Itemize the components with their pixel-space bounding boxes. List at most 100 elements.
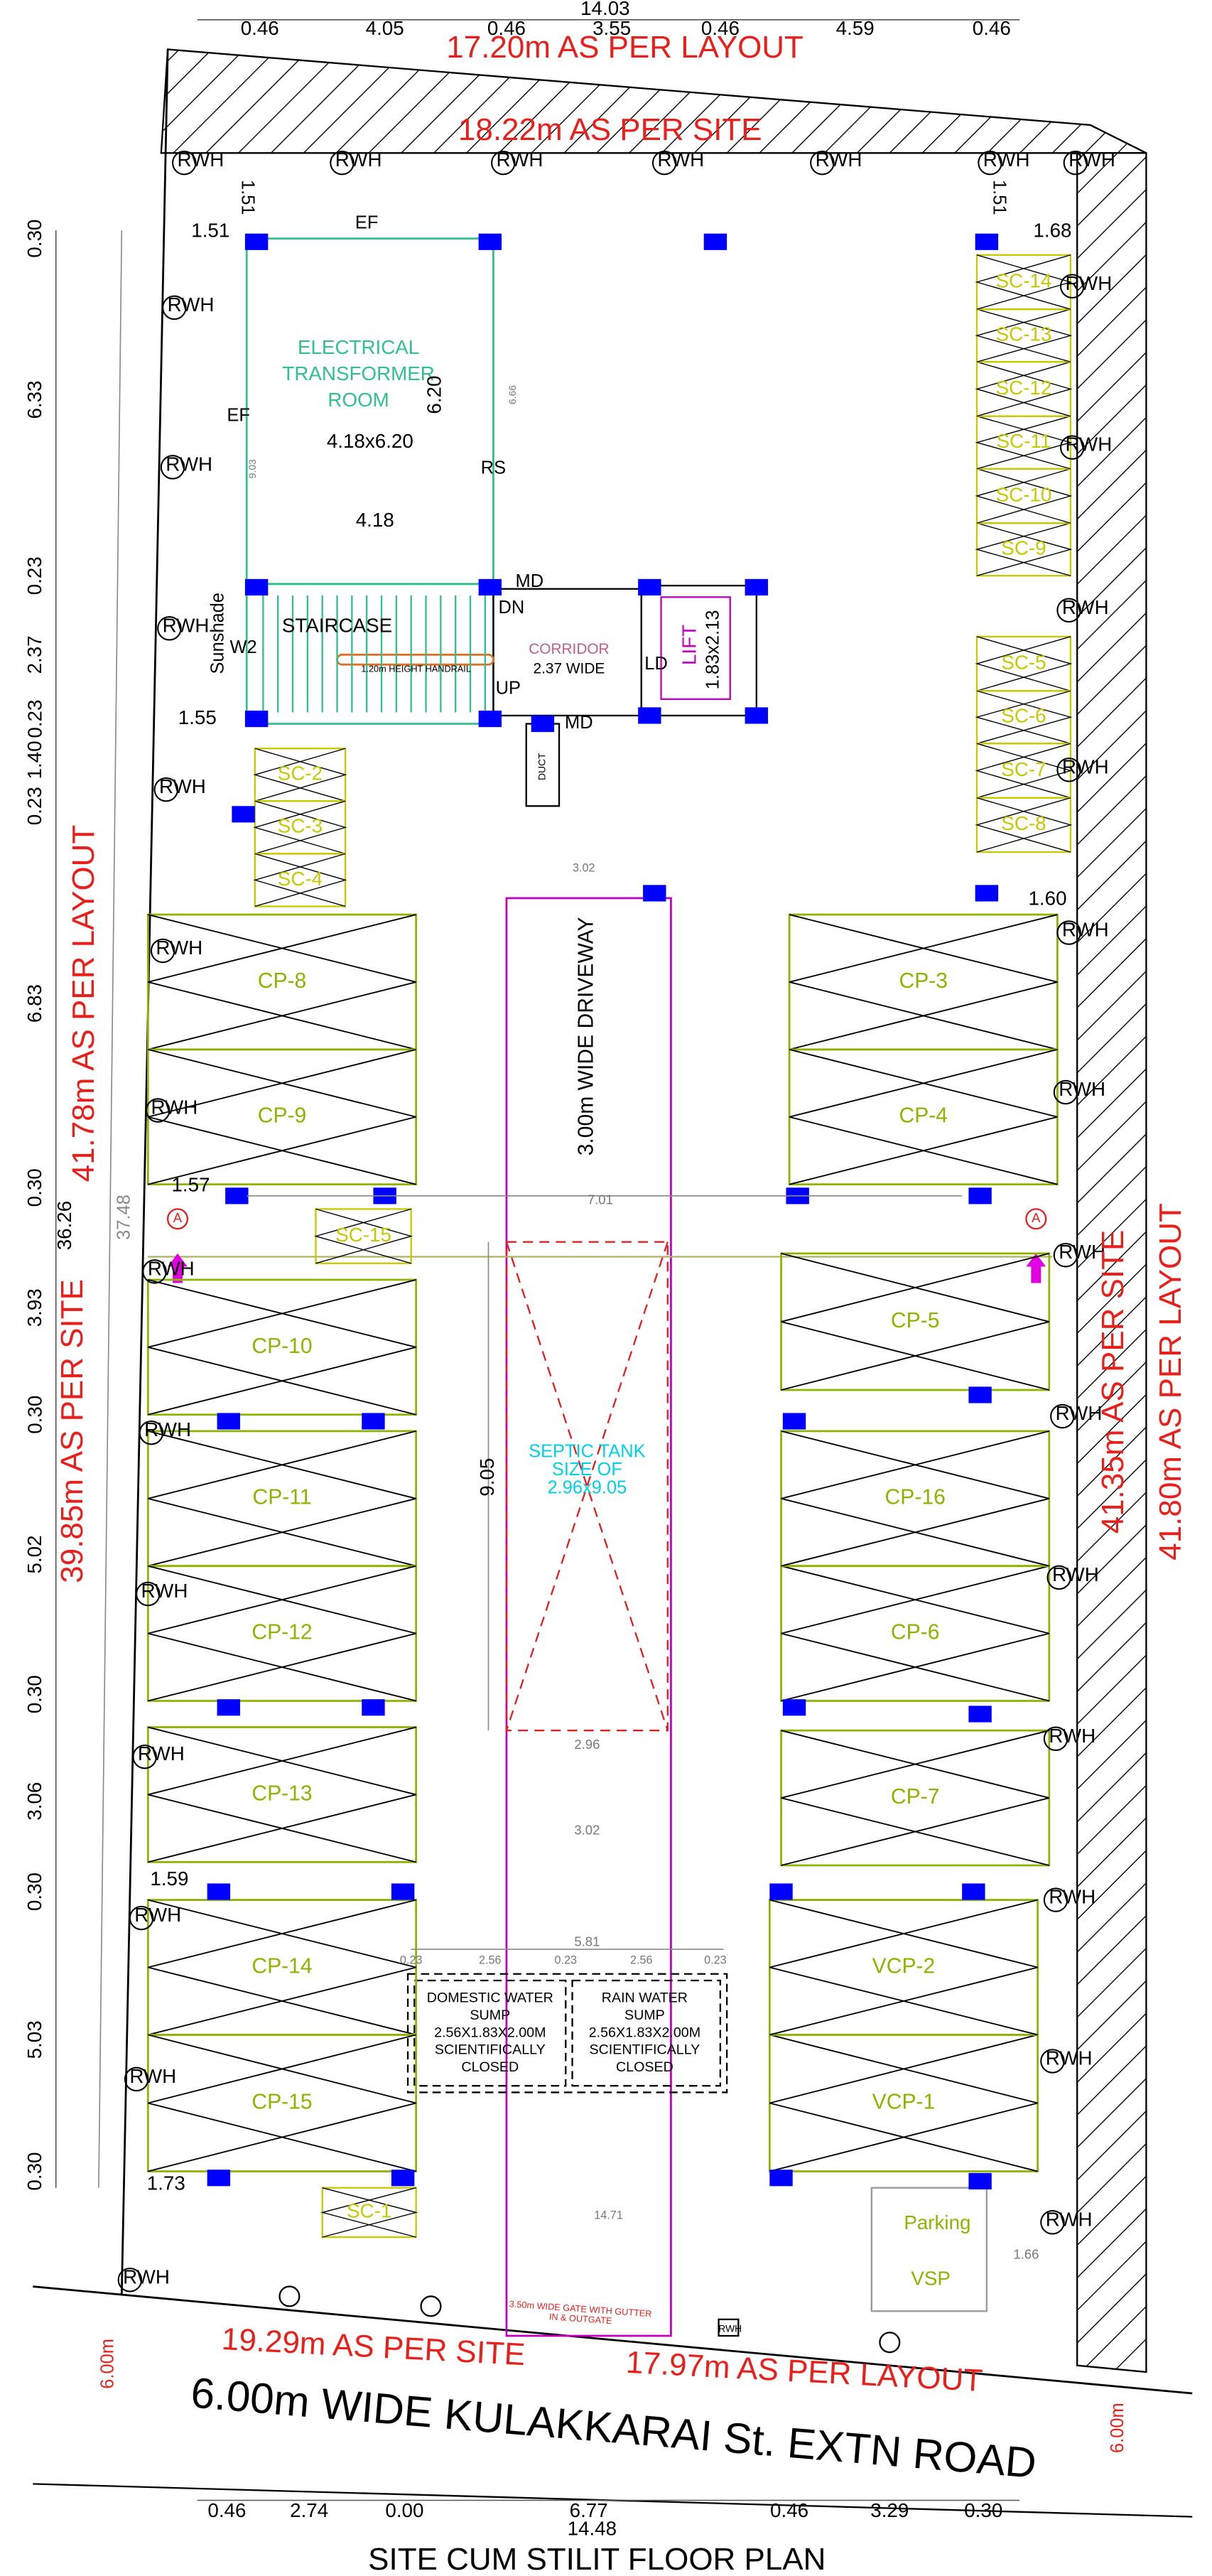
column xyxy=(217,1699,240,1716)
dimension-label: 4.59 xyxy=(836,17,875,39)
boundary-label: 41.80m AS PER LAYOUT xyxy=(1153,1203,1188,1561)
slot-marking xyxy=(254,748,347,802)
column xyxy=(232,806,255,823)
column xyxy=(968,1386,992,1403)
rwh-pit xyxy=(1053,1079,1078,1105)
gate-label: IN & OUTGATE xyxy=(548,2311,612,2326)
car-park-label: CP-11 xyxy=(252,1486,311,1509)
sump-label: DOMESTIC WATER xyxy=(427,1990,553,2006)
lift-car xyxy=(660,596,731,700)
column xyxy=(962,1883,985,1900)
rwh-pit xyxy=(142,1259,167,1284)
dimension-label: 1.51 xyxy=(989,180,1009,215)
rwh-pit xyxy=(162,295,187,320)
dimension-label: 0.30 xyxy=(23,1675,45,1713)
rwh-pit xyxy=(651,150,677,176)
rwh-label: RWH xyxy=(657,149,704,171)
sump-label: RAIN WATER xyxy=(602,1990,688,2006)
car-park-label: CP-14 xyxy=(251,1954,312,1978)
axis-label: A xyxy=(1032,1210,1041,1225)
dimension-label: 1.60 xyxy=(1028,888,1066,910)
slot-marking xyxy=(975,361,1071,417)
column xyxy=(769,2170,793,2187)
column xyxy=(391,1883,415,1900)
room-label: TRANSFORMER xyxy=(282,362,434,384)
small-car-label: SC-3 xyxy=(278,815,323,837)
dimension-label: 0.46 xyxy=(973,17,1011,39)
sump-label: SUMP xyxy=(470,2008,510,2023)
rwh-label: RWH xyxy=(141,1580,188,1602)
slot-marking xyxy=(148,1048,416,1185)
dimension-label: 6.77 xyxy=(570,2499,608,2521)
dimension-label: 4.18 xyxy=(356,509,394,531)
slot-marking xyxy=(148,1279,416,1416)
boundary-label: 39.85m AS PER SITE xyxy=(55,1279,90,1583)
rwh-label: RWH xyxy=(177,149,224,171)
column xyxy=(362,1699,385,1716)
rwh-pit xyxy=(157,616,182,641)
car-park-label: CP-5 xyxy=(891,1309,940,1332)
small-car-label: SC-15 xyxy=(335,1224,391,1246)
car-park-label: CP-6 xyxy=(891,1621,940,1644)
slot-marking xyxy=(976,522,1073,576)
dimension-label: 0.30 xyxy=(964,2499,1002,2521)
slot-marking xyxy=(148,2034,416,2172)
column xyxy=(968,1187,992,1205)
rwh-pit xyxy=(1050,1403,1075,1429)
dimension-label: 0.23 xyxy=(555,1954,578,1967)
sump-label: SCIENTIFICALLY xyxy=(589,2042,700,2058)
rwh-pit xyxy=(1063,150,1088,176)
visitor-parking-bay xyxy=(870,2187,988,2312)
rwh-label: RWH xyxy=(1046,2047,1093,2069)
car-park-label: CP-12 xyxy=(251,1621,312,1644)
tag-label: EF xyxy=(227,405,250,425)
sump-label: 2.56X1.83X2.00M xyxy=(589,2025,700,2040)
dimension-label: 14.71 xyxy=(594,2209,623,2221)
room-label: CORRIDOR xyxy=(529,641,609,657)
visitor-park-label: VCP-1 xyxy=(872,2090,936,2113)
rwh-label: RWH xyxy=(156,937,202,959)
sump-label: SUMP xyxy=(624,2008,665,2023)
rwh-label: RWH xyxy=(123,2265,170,2287)
slot-marking xyxy=(789,914,1058,1050)
dimension-label: 6.33 xyxy=(23,380,45,419)
slot-marking xyxy=(313,1208,411,1264)
rwh-pit xyxy=(117,2268,143,2292)
dimension-label: 5.02 xyxy=(23,1535,45,1573)
slot-marking xyxy=(781,1565,1050,1702)
dimension-total: 37.48 xyxy=(114,1195,134,1240)
column xyxy=(968,2172,992,2190)
tag-label: LD xyxy=(644,654,668,674)
dimension-total: 36.26 xyxy=(53,1201,75,1250)
slot-marking xyxy=(148,1899,416,2036)
slot-marking xyxy=(769,2034,1038,2172)
slot-marking xyxy=(975,415,1071,470)
column xyxy=(703,233,727,250)
rwh-pit xyxy=(145,1098,171,1123)
rwh-pit xyxy=(1043,1887,1068,1912)
road-width: 6.00m xyxy=(97,2339,117,2389)
rwh-pit xyxy=(172,150,197,176)
sump-label: 2.56X1.83X2.00M xyxy=(434,2025,546,2040)
dimension-label: 1.55 xyxy=(178,706,217,728)
boundary-left xyxy=(120,49,169,2295)
slot-marking xyxy=(789,1048,1058,1185)
column xyxy=(745,578,769,596)
tag-label: W2 xyxy=(229,637,256,657)
slot-marking xyxy=(148,914,416,1050)
dimension-label: 6.20 xyxy=(423,376,445,414)
domestic-sump xyxy=(413,1979,567,2087)
dimension-label: 1.73 xyxy=(147,2172,185,2194)
septic-cross xyxy=(505,1241,669,1731)
small-car-label: SC-4 xyxy=(278,868,323,890)
slot-marking xyxy=(976,254,1073,310)
slot-marking xyxy=(253,748,346,802)
small-car-label: SC-13 xyxy=(996,323,1052,345)
rwh-label: RWH xyxy=(166,453,212,475)
tag-label: RS xyxy=(481,458,506,478)
slot-marking xyxy=(253,853,346,907)
boundary-label: 41.78m AS PER LAYOUT xyxy=(66,825,101,1182)
slot-marking xyxy=(254,853,347,907)
column xyxy=(391,2170,415,2187)
